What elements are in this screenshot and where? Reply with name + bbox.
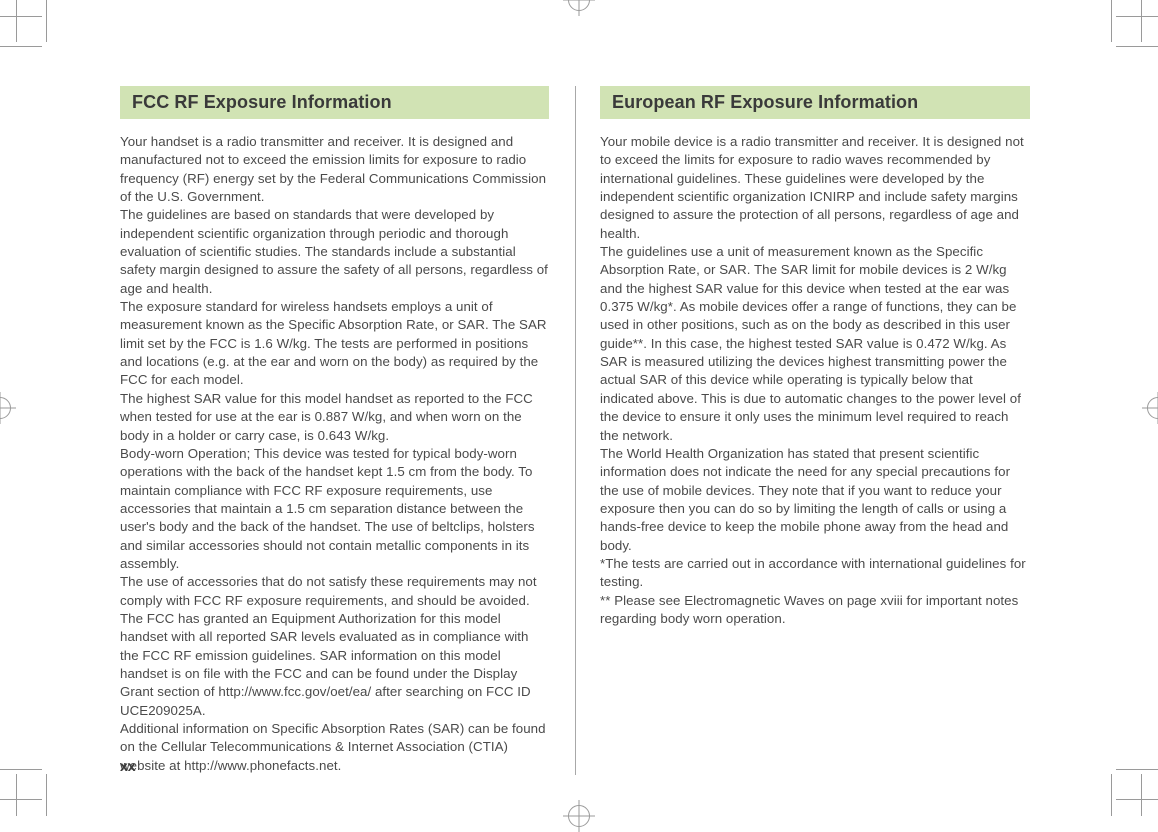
cropmark <box>1111 0 1112 42</box>
cropmark <box>46 0 47 42</box>
section-heading: European RF Exposure Information <box>600 86 1030 119</box>
cropmark <box>1141 774 1142 816</box>
cropmark <box>1111 774 1112 816</box>
cropmark <box>1116 769 1158 770</box>
section-body: Your mobile device is a radio transmitte… <box>600 133 1030 628</box>
cropmark <box>1116 16 1158 17</box>
cropmark <box>1116 799 1158 800</box>
cropmark <box>0 46 42 47</box>
registration-mark-icon <box>0 397 11 419</box>
page-content: FCC RF Exposure Information Your handset… <box>120 86 1038 775</box>
cropmark <box>1116 46 1158 47</box>
cropmark <box>16 774 17 816</box>
cropmark <box>1141 0 1142 42</box>
registration-mark-icon <box>1147 397 1158 419</box>
cropmark <box>0 16 42 17</box>
right-column: European RF Exposure Information Your mo… <box>575 86 1030 775</box>
cropmark <box>46 774 47 816</box>
cropmark <box>0 769 42 770</box>
section-body: Your handset is a radio transmitter and … <box>120 133 549 775</box>
page-number: xx <box>120 758 136 774</box>
section-heading: FCC RF Exposure Information <box>120 86 549 119</box>
left-column: FCC RF Exposure Information Your handset… <box>120 86 575 775</box>
registration-mark-icon <box>568 805 590 827</box>
registration-mark-icon <box>568 0 590 11</box>
cropmark <box>0 799 42 800</box>
cropmark <box>16 0 17 42</box>
